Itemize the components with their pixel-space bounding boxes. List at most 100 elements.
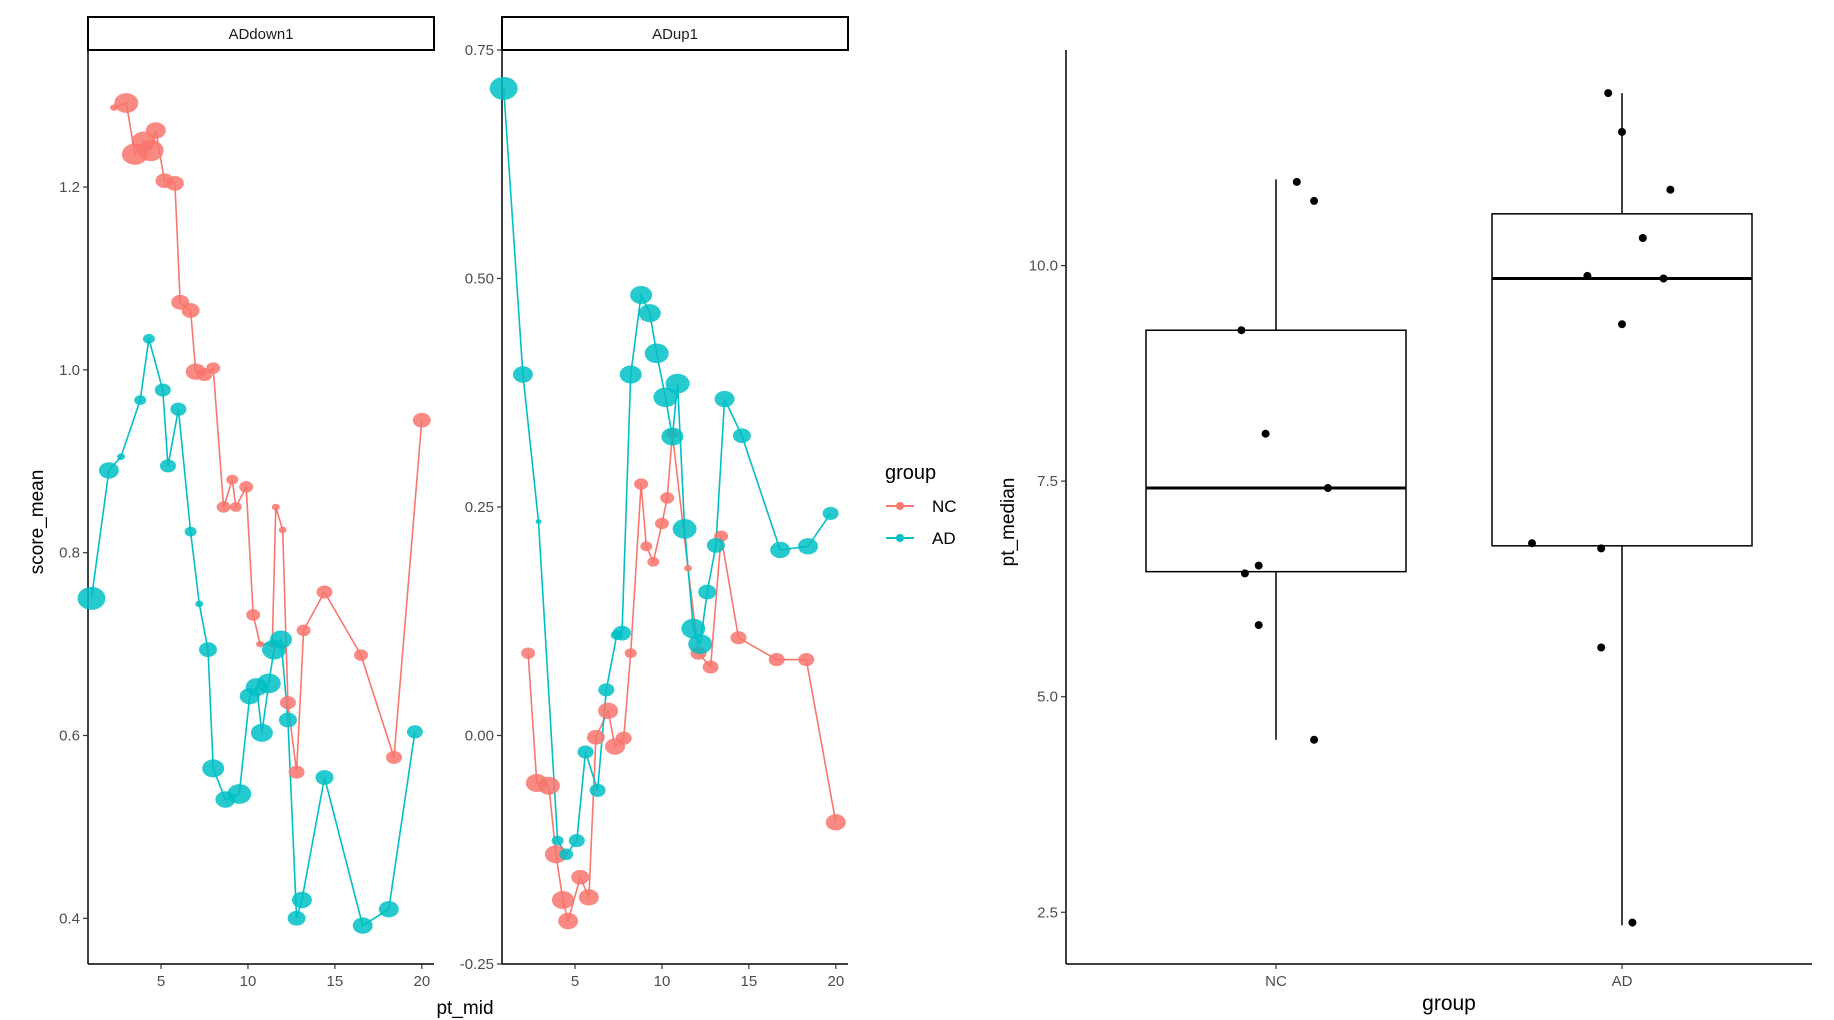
data-point-ad bbox=[489, 76, 518, 100]
data-point-ad bbox=[698, 584, 717, 600]
data-point-ad bbox=[732, 428, 751, 444]
data-point-ad bbox=[134, 395, 147, 406]
data-point-nc bbox=[684, 564, 692, 572]
panel-addown1-axes: 0.4 0.6 0.8 1.0 1.2 5 10 15 20 bbox=[59, 50, 434, 990]
data-point-ad bbox=[672, 519, 697, 539]
data-point-ad bbox=[154, 383, 171, 397]
data-point-nc bbox=[165, 176, 184, 191]
panel-adup1-axes: -0.25 0.00 0.25 0.50 0.75 5 10 15 20 bbox=[460, 42, 848, 990]
data-point-ad bbox=[77, 586, 106, 610]
jitter-point-ad bbox=[1659, 274, 1668, 283]
boxplot-chart: 2.5 5.0 7.5 10.0 NC AD pt_median group bbox=[998, 50, 1812, 1015]
x-tick-label: 20 bbox=[413, 973, 430, 990]
data-point-nc bbox=[647, 556, 660, 567]
jitter-point-ad bbox=[1528, 539, 1536, 548]
data-point-ad bbox=[227, 784, 252, 804]
data-point-ad bbox=[770, 541, 791, 559]
data-point-ad bbox=[250, 723, 273, 742]
data-point-nc bbox=[551, 890, 574, 910]
jitter-point-ad bbox=[1597, 544, 1606, 553]
jitter-point-ad bbox=[1604, 89, 1613, 98]
data-point-nc bbox=[578, 889, 599, 906]
x-axis-title-group: group bbox=[1422, 992, 1476, 1015]
data-point-ad bbox=[270, 630, 292, 649]
series-line-ad bbox=[502, 88, 832, 856]
data-point-nc bbox=[798, 653, 815, 667]
jitter-point-nc bbox=[1254, 621, 1263, 630]
jitter-point-ad bbox=[1618, 127, 1626, 136]
jitter-point-ad bbox=[1583, 271, 1592, 280]
data-point-ad bbox=[184, 526, 197, 537]
data-point-ad bbox=[202, 759, 225, 778]
legend-key-point-nc bbox=[896, 502, 904, 510]
jitter-point-ad bbox=[1666, 185, 1675, 194]
data-point-ad bbox=[630, 285, 653, 305]
panel-addown1-lines bbox=[90, 101, 423, 927]
data-point-nc bbox=[229, 502, 242, 512]
jitter-point-nc bbox=[1292, 177, 1301, 186]
legend-label-nc: NC bbox=[932, 497, 957, 516]
data-point-nc bbox=[655, 517, 669, 530]
x-tick-label: 10 bbox=[240, 973, 257, 990]
data-point-nc bbox=[586, 729, 605, 745]
data-point-ad bbox=[142, 333, 155, 344]
jitter-point-ad bbox=[1597, 643, 1606, 652]
data-point-ad bbox=[315, 770, 334, 785]
data-point-nc bbox=[730, 631, 747, 645]
data-point-nc bbox=[137, 139, 164, 162]
jitter-point-nc bbox=[1261, 429, 1270, 438]
y-tick-label: 5.0 bbox=[1037, 689, 1058, 706]
x-tick-label-nc: NC bbox=[1265, 973, 1287, 990]
y-tick-label: 0.75 bbox=[465, 42, 494, 59]
data-point-nc bbox=[558, 912, 579, 930]
legend-item-ad: AD bbox=[886, 529, 956, 548]
y-tick-label: 10.0 bbox=[1029, 258, 1058, 275]
y-tick-label: 1.2 bbox=[59, 179, 80, 196]
data-point-nc bbox=[634, 478, 649, 490]
data-point-nc bbox=[521, 647, 536, 659]
data-point-nc bbox=[246, 609, 261, 621]
iqr-box bbox=[1145, 329, 1407, 573]
data-point-nc bbox=[271, 503, 280, 511]
data-point-ad bbox=[117, 453, 125, 460]
jitter-point-ad bbox=[1618, 320, 1626, 329]
jitter-point-nc bbox=[1310, 196, 1319, 205]
panel-addown1-points bbox=[77, 93, 431, 934]
data-point-ad bbox=[170, 402, 187, 416]
data-point-nc bbox=[256, 640, 265, 648]
data-point-nc bbox=[412, 412, 431, 428]
data-point-nc bbox=[624, 648, 637, 659]
panel-adup1-lines bbox=[502, 88, 837, 925]
y-axis-title-score-mean: score_mean bbox=[27, 470, 48, 575]
data-point-ad bbox=[589, 783, 606, 797]
data-point-nc bbox=[145, 122, 166, 139]
data-point-ad bbox=[278, 712, 297, 728]
legend-item-nc: NC bbox=[886, 497, 957, 516]
data-point-nc bbox=[279, 696, 296, 710]
jitter-point-ad bbox=[1638, 234, 1647, 242]
strip-adup1 bbox=[501, 16, 849, 51]
data-point-ad bbox=[822, 506, 839, 520]
x-tick-label: 20 bbox=[827, 973, 844, 990]
x-tick-label: 5 bbox=[157, 973, 165, 990]
panel-addown1: ADdown1 0.4 0.6 0.8 1.0 1.2 5 10 15 20 bbox=[59, 16, 435, 990]
strip-label-addown1: ADdown1 bbox=[228, 26, 293, 43]
boxplot-axes: 2.5 5.0 7.5 10.0 NC AD bbox=[1029, 50, 1812, 990]
x-tick-label: 15 bbox=[327, 973, 344, 990]
panel-adup1: ADup1 -0.25 0.00 0.25 0.50 0.75 5 10 15 20 bbox=[460, 16, 849, 990]
box-nc bbox=[1145, 179, 1407, 740]
data-point-nc bbox=[278, 526, 287, 534]
series-line-nc bbox=[113, 101, 423, 773]
data-point-nc bbox=[114, 93, 139, 113]
data-point-nc bbox=[181, 303, 200, 318]
data-point-ad bbox=[661, 427, 684, 446]
data-point-nc bbox=[316, 585, 333, 599]
data-point-nc bbox=[640, 541, 653, 552]
x-tick-label-ad: AD bbox=[1612, 973, 1633, 990]
iqr-box bbox=[1491, 213, 1753, 547]
x-tick-label: 15 bbox=[741, 973, 758, 990]
jitter-point-nc bbox=[1240, 569, 1249, 578]
data-point-nc bbox=[354, 649, 368, 661]
legend-title: group bbox=[885, 462, 936, 484]
data-point-ad bbox=[613, 625, 631, 641]
